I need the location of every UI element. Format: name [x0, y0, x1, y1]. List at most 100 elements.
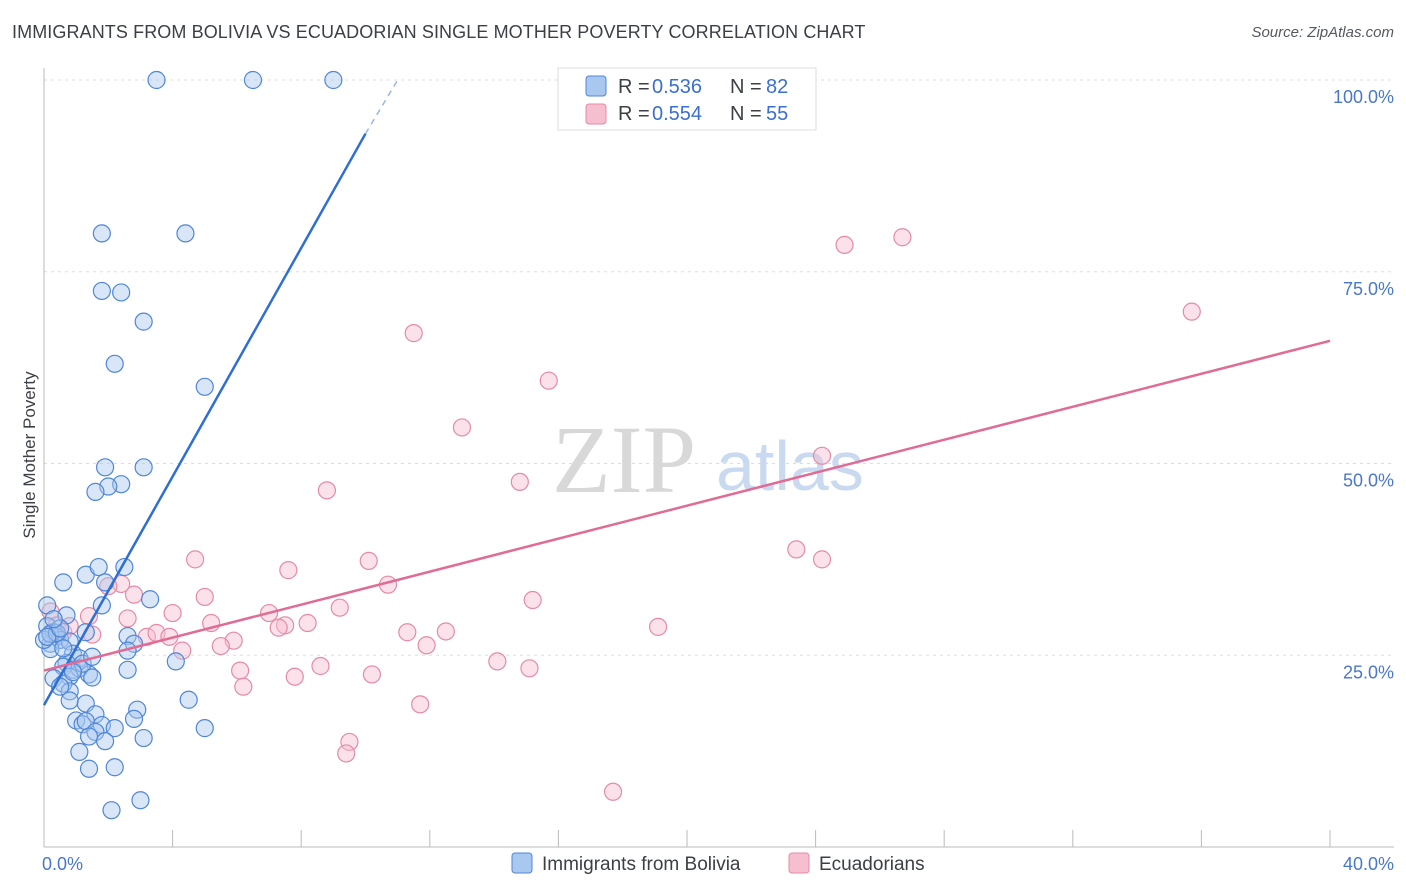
source-label: Source: ZipAtlas.com	[1251, 24, 1394, 41]
series-legend-label-ecuadorians: Ecuadorians	[819, 854, 925, 875]
bolivia-point-66	[70, 742, 89, 761]
bolivia-point-15	[54, 573, 73, 592]
ecuadorians-point-6	[812, 446, 832, 465]
ecuadorians-point-16	[124, 585, 144, 604]
legend-r-label-ecuadorians: R =	[618, 103, 650, 125]
y-tick-labels: 25.0% 50.0% 75.0% 100.0%	[1333, 87, 1394, 682]
ecuadorians-point-39	[311, 656, 330, 676]
x-tick-label-max: 40.0%	[1343, 854, 1394, 874]
legend-swatch-bolivia	[585, 75, 607, 97]
bolivia-point-1	[243, 70, 263, 90]
bolivia-point-8	[105, 354, 124, 373]
chart-title: IMMIGRANTS FROM BOLIVIA VS ECUADORIAN SI…	[12, 22, 866, 42]
ecuadorians-point-48	[337, 744, 356, 763]
bolivia-point-76	[44, 610, 63, 629]
y-tick-label-3: 100.0%	[1333, 87, 1394, 107]
bolivia-point-9	[195, 377, 214, 396]
bolivia-point-4	[176, 224, 195, 243]
ecuadorians-point-17	[195, 587, 214, 607]
y-axis-title: Single Mother Poverty	[20, 371, 39, 539]
ecuadorians-point-44	[285, 667, 304, 686]
ecuadorians-point-23	[163, 603, 182, 623]
ecuadorians-point-42	[231, 661, 250, 680]
watermark-zip: ZIP	[552, 406, 696, 513]
bolivia-point-62	[86, 722, 105, 742]
ecuadorians-point-8	[317, 481, 337, 500]
bolivia-point-50	[60, 691, 79, 710]
ecuadorians-point-19	[330, 598, 349, 617]
bolivia-point-63	[79, 727, 99, 746]
series-ecuadorians	[41, 228, 1201, 801]
bolivia-point-77	[54, 639, 73, 658]
series-legend-label-bolivia: Immigrants from Bolivia	[542, 854, 741, 875]
bolivia-point-11	[134, 458, 153, 477]
bolivia-point-65	[134, 728, 153, 748]
legend-n-label-bolivia: N =	[730, 76, 762, 98]
ecuadorians-point-12	[359, 551, 378, 571]
series-legend-swatch-ecuadorians	[788, 852, 810, 874]
ecuadorians-point-11	[186, 550, 205, 569]
trend-line-bolivia	[42, 133, 367, 706]
ecuadorians-point-30	[436, 622, 455, 641]
bolivia-point-2	[324, 70, 343, 90]
ecuadorians-point-4	[539, 371, 558, 390]
bolivia-point-54	[179, 690, 198, 709]
ecuadorians-point-38	[173, 641, 192, 660]
bolivia-point-59	[105, 719, 124, 738]
bolivia-point-3	[92, 224, 111, 243]
legend-r-label-bolivia: R =	[618, 76, 650, 98]
bolivia-point-68	[105, 758, 124, 777]
ecuadorians-point-29	[398, 623, 417, 642]
y-tick-label-2: 75.0%	[1343, 279, 1394, 299]
bolivia-point-74	[38, 627, 57, 646]
ecuadorians-point-1	[893, 228, 912, 247]
ecuadorians-point-43	[362, 665, 382, 684]
bolivia-point-48	[166, 652, 185, 671]
bolivia-point-61	[195, 719, 214, 738]
bolivia-point-39	[83, 668, 102, 687]
trend-line-ecuadorians	[43, 339, 1331, 672]
ecuadorians-point-45	[234, 677, 253, 696]
series-legend-swatch-bolivia	[511, 852, 533, 874]
legend-n-label-ecuadorians: N =	[730, 103, 762, 125]
bolivia-point-10	[95, 458, 115, 477]
legend-r-value-bolivia: 0.536	[652, 76, 702, 98]
bolivia-point-14	[86, 482, 105, 501]
bolivia-point-6	[112, 283, 131, 302]
series-legend: Immigrants from Bolivia Ecuadorians	[511, 852, 925, 875]
bolivia-point-5	[92, 281, 111, 301]
legend-r-value-ecuadorians: 0.554	[652, 103, 702, 125]
bolivia-point-69	[102, 801, 121, 820]
ecuadorians-point-3	[404, 324, 423, 343]
ecuadorians-point-31	[648, 617, 668, 636]
x-tick-label-min: 0.0%	[42, 854, 83, 874]
ecuadorians-point-37	[417, 636, 436, 655]
bolivia-point-17	[89, 557, 108, 577]
ecuadorians-point-5	[452, 418, 472, 437]
legend-n-value-ecuadorians: 55	[766, 103, 788, 125]
ecuadorians-point-47	[340, 732, 359, 752]
ecuadorians-point-46	[411, 695, 430, 714]
ecuadorians-point-22	[118, 609, 137, 628]
bolivia-point-72	[41, 624, 60, 643]
ecuadorians-point-2	[1182, 302, 1201, 321]
ecuadorians-point-27	[269, 618, 288, 637]
legend-swatch-ecuadorians	[585, 103, 607, 125]
series-bolivia	[34, 70, 343, 820]
bolivia-point-7	[134, 312, 153, 331]
bolivia-point-67	[79, 759, 99, 778]
bolivia-point-49	[118, 660, 137, 679]
ecuadorians-point-7	[510, 472, 529, 492]
bolivia-point-43	[60, 682, 79, 701]
stats-legend: R = 0.536 N = 82 R = 0.554 N = 55	[557, 67, 817, 131]
bolivia-point-70	[131, 791, 150, 810]
bolivia-point-23	[140, 590, 160, 609]
bolivia-point-38	[79, 665, 99, 684]
legend-n-value-bolivia: 82	[766, 76, 788, 98]
bolivia-point-52	[86, 705, 105, 724]
ecuadorians-point-18	[523, 590, 542, 610]
ecuadorians-point-9	[787, 540, 806, 559]
ecuadorians-point-0	[835, 235, 854, 255]
trend-line-bolivia-extension	[364, 79, 399, 135]
